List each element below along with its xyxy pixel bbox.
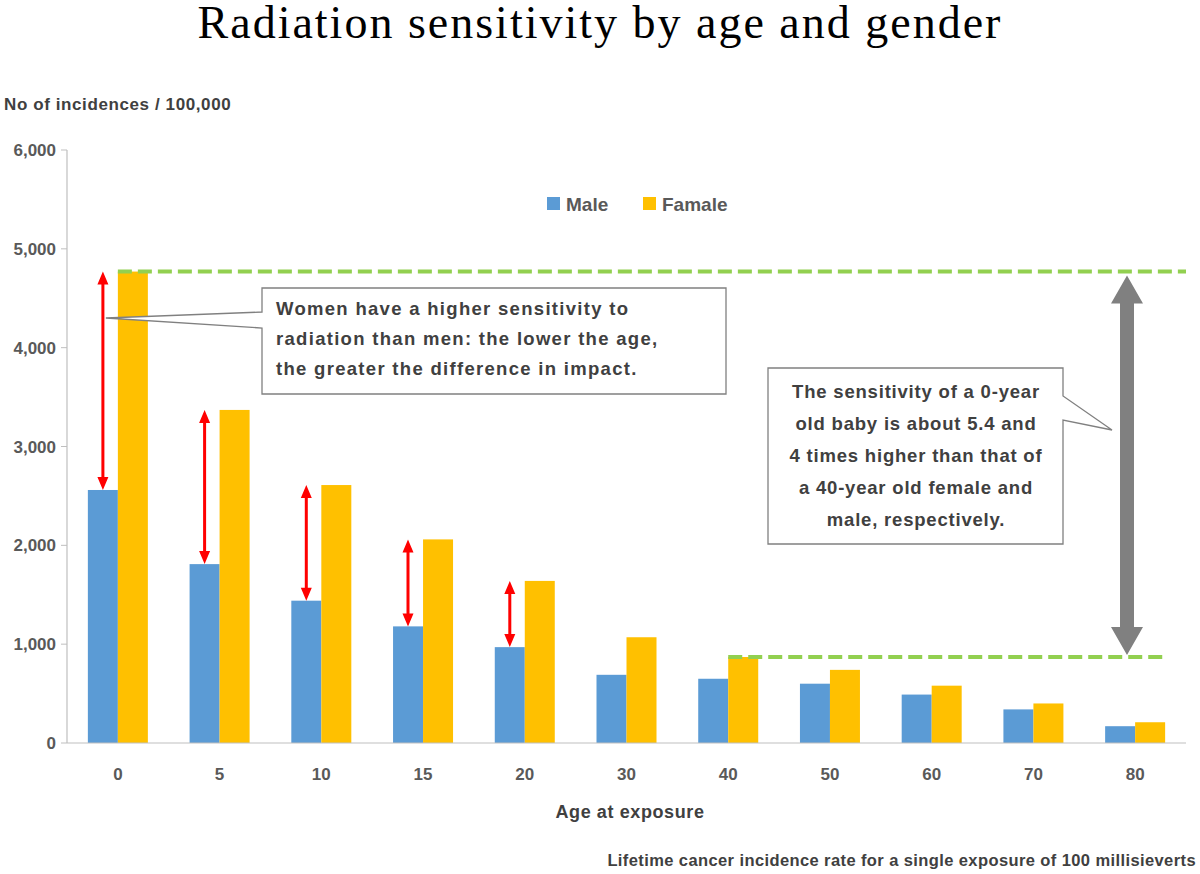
chart: Radiation sensitivity by age and gender N… — [0, 0, 1200, 874]
bar — [698, 679, 728, 743]
y-tick — [61, 743, 67, 744]
bar — [1033, 703, 1063, 743]
note: Lifetime cancer incidence rate for a sin… — [607, 851, 1196, 869]
x-ticks: 0 5 10 15 20 30 40 50 60 70 80 — [113, 765, 1144, 784]
x-tick-label: 40 — [719, 765, 738, 784]
legend-swatch — [643, 197, 656, 210]
bar — [190, 564, 220, 743]
callout-box — [106, 288, 726, 394]
x-tick-label: 10 — [312, 765, 331, 784]
callout-text: radiation than men: the lower the age, — [276, 328, 658, 349]
bar — [932, 686, 962, 743]
bar — [525, 581, 555, 743]
bar — [830, 670, 860, 743]
x-tick-label: 60 — [922, 765, 941, 784]
bars — [88, 272, 1165, 743]
title: Radiation sensitivity by age and gender — [198, 0, 1003, 48]
bar — [88, 490, 118, 743]
y-tick-label: 4,000 — [13, 339, 56, 358]
bar — [902, 695, 932, 743]
callout: Women have a higher sensitivity to radiat… — [106, 288, 726, 394]
x-tick-label: 70 — [1024, 765, 1043, 784]
x-axis-label: Age at exposure — [555, 802, 704, 822]
page: {"chart_data": { "type": "bar", "title":… — [0, 0, 1200, 874]
bar — [597, 675, 627, 743]
callout-box — [768, 368, 1112, 544]
y-tick — [61, 644, 67, 645]
y-tick-label: 2,000 — [13, 536, 56, 555]
reference-line — [728, 655, 1166, 659]
y-tick — [61, 446, 67, 447]
callout-text: The sensitivity of a 0-year — [792, 381, 1040, 402]
bar — [393, 626, 423, 743]
reference-line — [118, 270, 1186, 274]
bar — [800, 684, 830, 743]
legend-swatch — [547, 197, 560, 210]
y-tick-label: 6,000 — [13, 141, 56, 160]
y-axis-label: No of incidences / 100,000 — [4, 95, 231, 114]
y-tick-label: 0 — [47, 734, 56, 753]
callout-text: the greater the difference in impact. — [276, 358, 638, 379]
callout-text: Women have a higher sensitivity to — [276, 298, 629, 319]
legend-label: Famale — [662, 194, 727, 215]
legend-label: Male — [566, 194, 608, 215]
y-tick-label: 1,000 — [13, 635, 56, 654]
bar — [495, 647, 525, 743]
callout-text: male, respectively. — [827, 509, 1005, 530]
difference-arrow — [504, 581, 515, 647]
difference-arrow — [301, 485, 312, 601]
bar — [1105, 726, 1135, 743]
legend: Male Famale — [547, 194, 727, 215]
y-tick-label: 3,000 — [13, 438, 56, 457]
difference-arrow — [403, 539, 414, 626]
y-tick — [61, 545, 67, 546]
y-tick — [61, 150, 67, 151]
bar — [627, 637, 657, 743]
bar — [291, 601, 321, 743]
bar — [220, 410, 250, 743]
callout: The sensitivity of a 0-year old baby is a… — [768, 368, 1112, 544]
y-ticks: 0 1,000 2,000 3,000 4,000 5,000 6,000 — [13, 141, 67, 753]
x-tick-label: 80 — [1126, 765, 1145, 784]
x-tick-label: 15 — [414, 765, 433, 784]
callout-text: a 40-year old female and — [799, 477, 1033, 498]
x-tick-label: 50 — [820, 765, 839, 784]
y-axis-line — [66, 150, 67, 743]
bar — [321, 485, 351, 743]
bar — [1003, 709, 1033, 743]
bar — [1135, 722, 1165, 743]
bar — [118, 272, 148, 743]
x-axis-line — [67, 742, 1186, 743]
x-tick-label: 20 — [515, 765, 534, 784]
x-tick-label: 0 — [113, 765, 122, 784]
y-tick-label: 5,000 — [13, 240, 56, 259]
difference-arrow — [97, 272, 108, 490]
callout-text: 4 times higher than that of — [790, 445, 1043, 466]
bar — [728, 657, 758, 743]
y-tick — [61, 347, 67, 348]
x-tick-label: 5 — [215, 765, 224, 784]
bar — [423, 539, 453, 743]
y-tick — [61, 248, 67, 249]
ratio-arrow — [1111, 276, 1143, 655]
callout-text: old baby is about 5.4 and — [795, 413, 1036, 434]
x-tick-label: 30 — [617, 765, 636, 784]
difference-arrow — [199, 410, 210, 564]
